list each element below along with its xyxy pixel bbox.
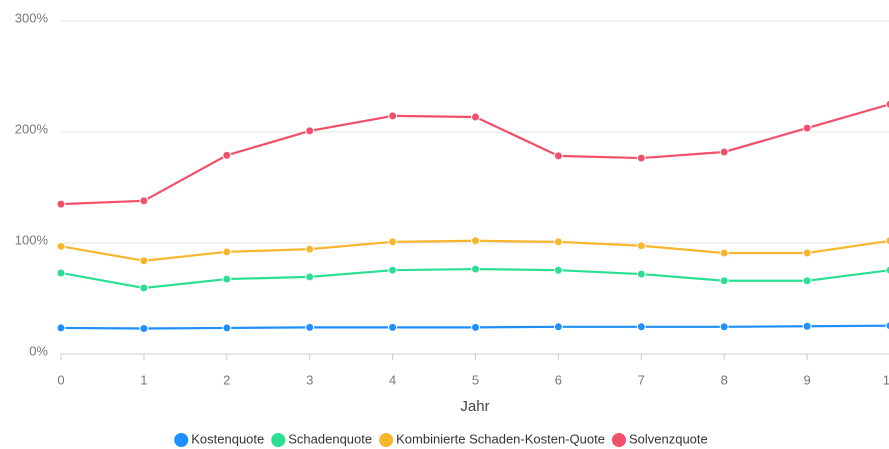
legend-label: Solvenzquote [629,431,708,446]
data-point [719,322,729,332]
x-tick-label: 4 [389,372,396,387]
legend-label: Kostenquote [191,431,264,446]
data-point [305,322,315,332]
data-point [802,321,812,331]
data-point [56,323,66,333]
data-point [139,323,149,333]
data-point [553,322,563,332]
data-point [222,150,232,160]
data-point [139,196,149,206]
data-point [719,276,729,286]
data-point [802,276,812,286]
legend-label: Schadenquote [288,431,372,446]
data-point [56,241,66,251]
data-point [802,248,812,258]
legend-swatch [611,433,626,447]
x-tick-label: 3 [306,372,313,387]
legend-swatch [174,433,189,447]
x-tick-label: 1 [140,372,147,387]
data-point [388,111,398,121]
data-point [305,244,315,254]
data-point [636,241,646,251]
data-point [885,99,889,109]
x-tick-label: 7 [638,372,645,387]
data-point [802,123,812,133]
data-point [388,322,398,332]
data-point [885,236,889,246]
legend-item: Solvenzquote [611,431,708,447]
data-point [636,322,646,332]
data-point [388,265,398,275]
x-axis-title: Jahr [460,398,489,415]
data-point [222,274,232,284]
legend-item: Kombinierte Schaden-Kosten-Quote [379,431,605,447]
data-point [305,272,315,282]
data-point [139,256,149,266]
data-point [139,283,149,293]
data-point [388,237,398,247]
data-point [719,147,729,157]
legend: Kostenquote Schadenquote Kombinierte Schad… [174,431,708,447]
x-tick-label: 6 [555,372,562,387]
data-point [222,323,232,333]
data-point [885,265,889,275]
x-tick-label: 10 [883,372,889,387]
y-tick-label: 100% [15,232,49,247]
legend-label: Kombinierte Schaden-Kosten-Quote [396,431,605,446]
data-point [56,268,66,278]
y-tick-label: 300% [15,10,49,25]
data-point [471,112,480,122]
x-tick-label: 5 [472,372,479,387]
legend-item: Schadenquote [271,431,372,447]
data-point [471,236,480,246]
data-point [885,321,889,331]
data-point [471,264,480,274]
data-point [56,199,66,209]
x-tick-label: 2 [223,372,230,387]
y-tick-label: 200% [15,121,49,136]
data-point [471,322,480,332]
legend-item: Kostenquote [174,431,264,447]
data-point [719,248,729,258]
data-point [636,269,646,279]
legend-swatch [271,433,286,447]
data-point [553,237,563,247]
x-tick-label: 8 [721,372,728,387]
data-point [553,151,563,161]
y-tick-label: 0% [29,343,48,358]
legend-swatch [379,433,394,447]
data-point [222,247,232,257]
x-tick-label: 0 [57,372,64,387]
data-point [553,265,563,275]
data-point [636,153,646,163]
x-tick-label: 9 [803,372,810,387]
data-point [305,126,315,136]
